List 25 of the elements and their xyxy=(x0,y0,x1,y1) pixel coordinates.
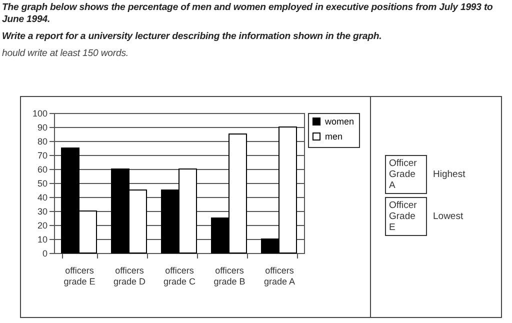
text: Highest xyxy=(433,169,466,180)
x-tick-label: officers grade B xyxy=(214,266,246,286)
x-tick-label: officers grade A xyxy=(264,266,296,286)
chart-subtitle: Write a report for a university lecturer describing the information shown in the graph. xyxy=(2,31,383,43)
text: Lowest xyxy=(433,211,464,222)
y-tick-label: 70 xyxy=(37,150,48,160)
y-tick-label: 100 xyxy=(32,108,48,118)
text: Officer Grade A xyxy=(385,155,427,194)
y-tick-label: 0 xyxy=(42,248,48,258)
chart-title: The graph below shows the percentage of men and women employed in executive positions from July 1993 to June 1994. xyxy=(2,2,494,26)
text: Officer Grade E xyxy=(385,197,427,236)
y-tick-label: 30 xyxy=(37,206,48,216)
y-tick-label: 60 xyxy=(37,164,48,174)
x-tick-label: officers grade E xyxy=(64,266,96,286)
x-tick-label: officers grade C xyxy=(163,266,196,286)
y-tick-label: 20 xyxy=(37,220,48,230)
y-tick-label: 40 xyxy=(37,192,48,202)
x-tick-label: officers grade D xyxy=(113,266,146,286)
y-tick-label: 90 xyxy=(37,122,48,132)
legend-label: men xyxy=(325,132,343,142)
legend-label: women xyxy=(324,116,354,126)
text: hould write at least 150 words. xyxy=(2,48,130,60)
y-tick-label: 80 xyxy=(37,136,48,146)
y-tick-label: 50 xyxy=(37,178,48,188)
y-tick-label: 10 xyxy=(37,234,48,244)
